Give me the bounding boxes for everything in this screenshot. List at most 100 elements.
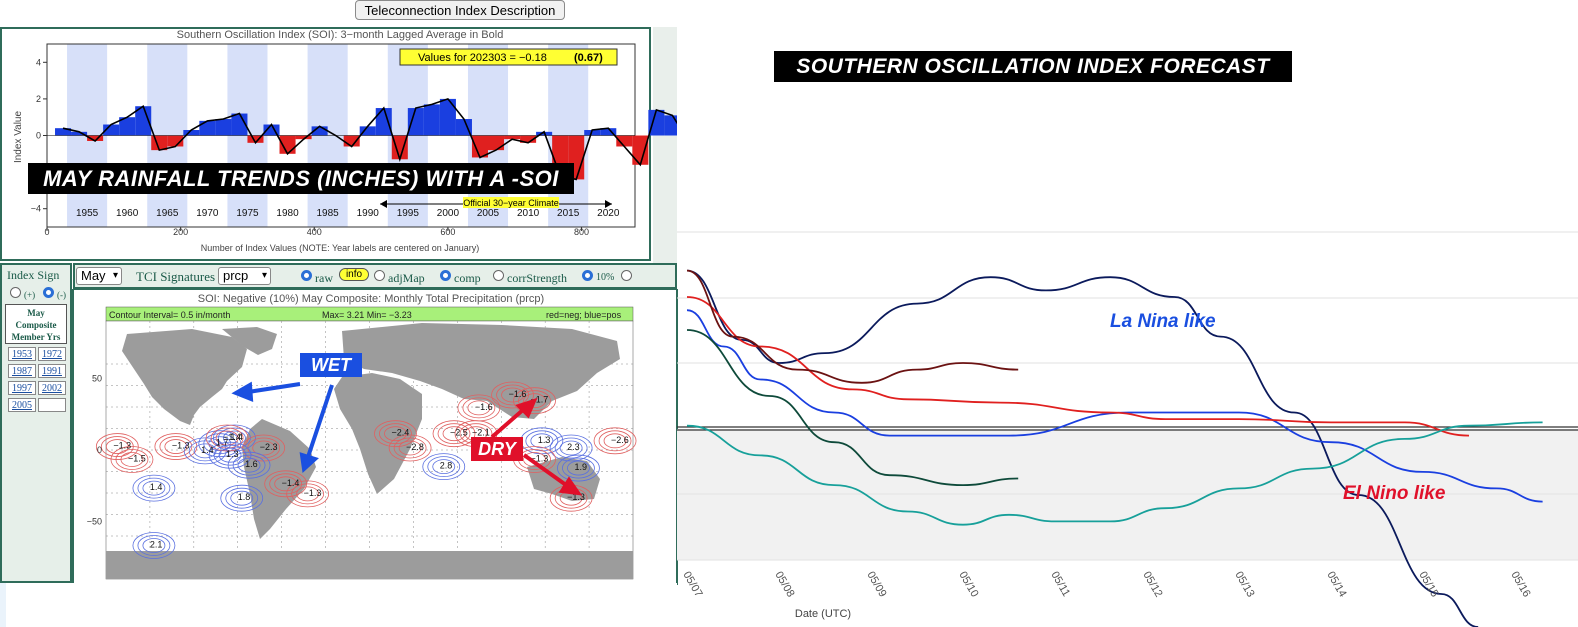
map-contour-value: −1.3 [567, 492, 585, 502]
composite-year[interactable]: 1997 [8, 381, 36, 395]
soi-bar [167, 135, 184, 147]
land-north-america [122, 329, 247, 425]
raw-label: raw [315, 271, 333, 285]
plus-sign-radio[interactable] [10, 287, 21, 298]
soi-bar [504, 135, 521, 140]
map-contour-value: −1.3 [172, 441, 190, 451]
map-contour-value: 1.4 [230, 432, 243, 442]
forecast-series-line [686, 329, 1019, 487]
soi-year-label: 1990 [357, 208, 380, 219]
minus-sign-radio[interactable] [43, 287, 54, 298]
map-contour [286, 480, 330, 508]
forecast-series-line [686, 309, 1543, 503]
left-bottom-edge [0, 583, 6, 627]
forecast-x-tick-label: 05/12 [1140, 570, 1164, 600]
soi-year-label: 1960 [116, 208, 139, 219]
map-contour [232, 454, 266, 476]
map-contour [384, 426, 407, 442]
soi-bar [55, 128, 72, 136]
variable-select-value: prcp [223, 268, 249, 283]
map-contour [225, 487, 259, 509]
comp-radio[interactable] [440, 270, 451, 281]
composite-year[interactable]: 1991 [38, 364, 66, 378]
composite-year[interactable]: 2002 [38, 381, 66, 395]
dry-arrows [490, 397, 583, 496]
dry-arrowhead-australia [558, 476, 583, 496]
map-contour [296, 486, 320, 502]
map-contour [252, 440, 276, 456]
soi-year-label: 1955 [76, 208, 99, 219]
info-button[interactable]: info [339, 268, 369, 281]
el-nino-label: El Nino like [1343, 483, 1446, 504]
map-lat-tick: −50 [87, 517, 102, 527]
map-contour [137, 477, 171, 499]
map-contour-value: −1.3 [304, 488, 322, 498]
composite-year[interactable]: 2005 [8, 398, 36, 412]
composite-year[interactable]: 1953 [8, 347, 36, 361]
soi-bar [455, 119, 472, 136]
map-contour-value: 2.1 [150, 539, 163, 549]
forecast-x-tick-label: 05/14 [1324, 570, 1348, 600]
soi-forecast-chart: 05/07 05/08 05/09 05/10 05/11 05/12 05/13 05/14… [677, 231, 1578, 627]
soi-y-tick-label: 4 [36, 57, 41, 67]
variable-select[interactable]: prcp ▾ [218, 267, 271, 285]
soi-value-annotation-bold: (0.67) [574, 52, 603, 64]
map-contour [223, 430, 246, 446]
map-contour [457, 394, 501, 422]
composite-year[interactable]: 1972 [38, 347, 66, 361]
forecast-x-tick-label: 05/09 [864, 570, 888, 600]
forecast-x-tick-label: 05/13 [1232, 570, 1256, 600]
composite-year[interactable]: 1987 [8, 364, 36, 378]
month-select[interactable]: May ▾ [76, 267, 122, 285]
teleconnection-description-button[interactable]: Teleconnection Index Description [355, 0, 565, 20]
comp-label: comp [454, 271, 481, 285]
pct-radio[interactable] [582, 270, 593, 281]
soi-chart-title: Southern Oscillation Index (SOI): 3−mont… [177, 29, 504, 41]
map-contour [432, 459, 456, 475]
forecast-x-tick-label: 05/11 [1048, 570, 1072, 599]
map-contour [557, 454, 600, 482]
raw-radio[interactable] [301, 270, 312, 281]
forecast-x-tick-label: 05/10 [956, 570, 980, 600]
map-contour [132, 474, 176, 502]
soi-year-label: 2010 [517, 208, 540, 219]
map-contour-value: −2.3 [260, 442, 278, 452]
forecast-x-axis-label: Date (UTC) [795, 608, 851, 620]
tci-label: TCI Signatures [136, 269, 216, 284]
map-contour [593, 427, 637, 455]
soi-bar [311, 126, 328, 136]
map-contour [603, 433, 627, 449]
map-contour [422, 453, 466, 481]
extra-radio[interactable] [621, 270, 632, 281]
map-contour-value: 2.3 [567, 442, 580, 452]
map-contour [437, 423, 471, 445]
map-contour-value: −2.8 [406, 442, 424, 452]
chevron-down-icon: ▾ [261, 270, 267, 281]
soi-bar [520, 135, 537, 143]
wet-arrows [231, 381, 334, 474]
map-contour [220, 484, 264, 512]
climate-label: Official 30−year Climate [463, 198, 559, 208]
map-contour [159, 436, 193, 457]
soi-bar [488, 135, 505, 151]
map-contour-value: 1.7 [216, 438, 229, 448]
map-contour-values: −1.3−1.5−1.3 1.41.71.4−1.4−2.31.31.6−1.41… [113, 389, 629, 550]
dry-arrow-asia [490, 407, 526, 439]
map-contour [530, 433, 554, 449]
wet-label: WET [300, 353, 362, 377]
chevron-down-icon: ▾ [112, 270, 118, 281]
map-contour-value: −1.6 [509, 389, 527, 399]
map-contour-value: −2.5 [450, 428, 468, 438]
soi-bar [87, 135, 104, 141]
adjmap-radio[interactable] [374, 270, 385, 281]
composite-year [38, 398, 66, 412]
map-contour [110, 446, 154, 473]
minus-sign-label: (-) [57, 290, 66, 300]
map-contour [501, 387, 524, 403]
forecast-series-line [686, 269, 1479, 627]
corrstrength-radio[interactable] [493, 270, 504, 281]
soi-year-label: 1985 [317, 208, 340, 219]
land-antarctica [106, 551, 633, 579]
map-contour-value: 2.8 [440, 461, 453, 471]
land-africa [334, 373, 422, 494]
